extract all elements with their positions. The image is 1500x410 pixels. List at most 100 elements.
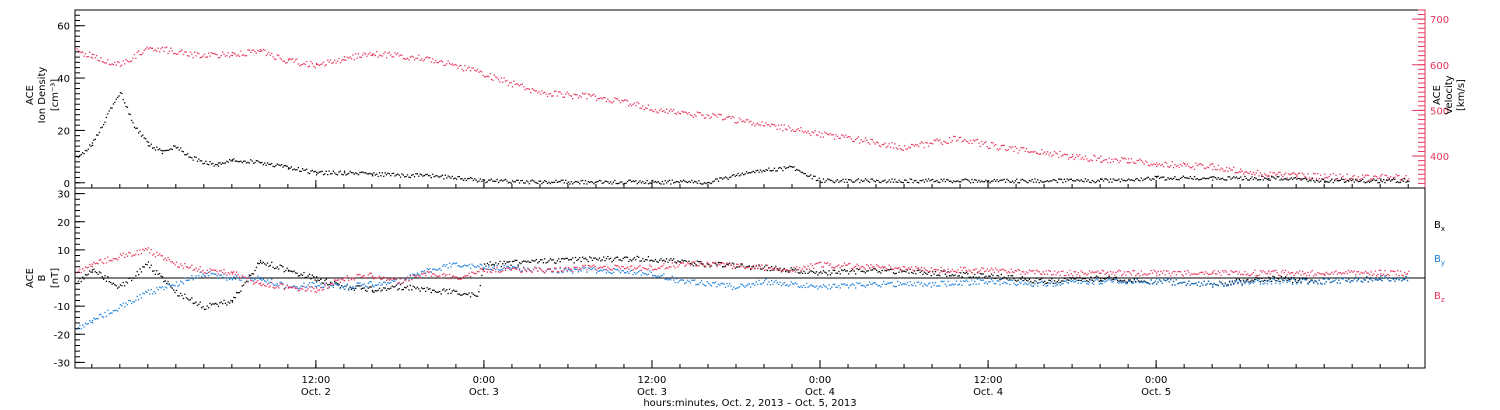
data-point-Bx xyxy=(1070,278,1072,280)
data-point-Bz xyxy=(297,290,299,292)
data-point-velocity xyxy=(233,52,235,54)
data-point-velocity xyxy=(1063,153,1065,155)
data-point-By xyxy=(846,284,848,286)
data-point-velocity xyxy=(663,110,665,112)
top-right-label-line1: ACE xyxy=(1432,85,1443,105)
data-point-velocity xyxy=(436,61,438,64)
data-point-Bx xyxy=(150,264,152,266)
data-point-Bz xyxy=(1317,271,1319,274)
data-point-By xyxy=(897,280,899,283)
data-point-Bz xyxy=(404,279,406,281)
data-point-velocity xyxy=(440,60,442,62)
data-point-density xyxy=(320,171,322,173)
data-point-velocity xyxy=(1203,167,1205,169)
data-point-Bz xyxy=(850,267,853,270)
data-point-Bx xyxy=(412,285,414,287)
data-point-By xyxy=(591,268,594,270)
data-point-Bz xyxy=(264,284,266,287)
data-point-Bz xyxy=(397,282,399,284)
data-point-velocity xyxy=(867,142,869,144)
data-point-density xyxy=(958,181,960,183)
data-point-density xyxy=(546,182,549,184)
data-point-velocity xyxy=(1002,144,1004,146)
data-point-density xyxy=(1327,181,1329,183)
data-point-Bz xyxy=(663,263,665,265)
data-point-Bx xyxy=(220,301,222,303)
data-point-density xyxy=(979,181,981,183)
data-point-By xyxy=(768,281,770,283)
data-point-Bz xyxy=(422,273,424,275)
data-point-Bz xyxy=(541,269,543,272)
data-point-density xyxy=(702,183,704,185)
data-point-density xyxy=(559,180,561,183)
data-point-Bz xyxy=(873,266,875,268)
data-point-density xyxy=(444,174,446,176)
data-point-Bz xyxy=(283,288,285,291)
data-point-Bz xyxy=(883,266,885,268)
data-point-Bx xyxy=(1278,278,1280,280)
data-point-velocity xyxy=(632,103,634,105)
data-point-density xyxy=(511,180,514,182)
data-point-velocity xyxy=(1165,162,1168,164)
bottom-left-tick-label: -10 xyxy=(54,302,70,313)
data-point-density xyxy=(443,178,445,180)
data-point-Bx xyxy=(518,262,521,264)
data-point-Bx xyxy=(747,265,749,268)
data-point-Bx xyxy=(1254,278,1256,281)
data-point-Bz xyxy=(524,269,526,271)
data-point-density xyxy=(635,180,637,182)
data-point-density xyxy=(857,178,860,180)
data-point-By xyxy=(1184,281,1186,283)
data-point-Bz xyxy=(878,266,881,268)
data-point-velocity xyxy=(1387,177,1389,179)
data-point-density xyxy=(761,171,763,173)
data-point-By xyxy=(1143,281,1145,283)
data-point-density xyxy=(1175,178,1177,181)
data-point-density xyxy=(215,163,217,166)
data-point-density xyxy=(772,169,774,172)
data-point-velocity xyxy=(1227,170,1229,172)
data-point-By xyxy=(911,284,913,286)
data-point-density xyxy=(1035,181,1037,183)
data-point-density xyxy=(538,180,540,182)
data-point-By xyxy=(1185,284,1187,287)
data-point-density xyxy=(217,165,220,167)
data-point-Bx xyxy=(478,291,480,293)
data-point-density xyxy=(464,177,466,180)
data-point-Bz xyxy=(255,281,257,283)
data-point-velocity xyxy=(638,102,640,105)
data-point-Bx xyxy=(458,293,460,295)
data-point-Bz xyxy=(437,275,439,277)
data-point-Bz xyxy=(388,279,390,281)
data-point-velocity xyxy=(549,92,551,95)
data-point-density xyxy=(589,181,591,184)
data-point-velocity xyxy=(1251,173,1253,176)
data-point-Bz xyxy=(334,279,336,281)
data-point-density xyxy=(1328,181,1330,183)
data-point-Bz xyxy=(511,267,514,269)
data-point-velocity xyxy=(975,139,977,141)
data-point-velocity xyxy=(734,122,736,124)
data-point-Bz xyxy=(1350,270,1353,272)
data-point-By xyxy=(1299,279,1301,281)
data-point-velocity xyxy=(964,138,966,141)
data-point-velocity xyxy=(1126,162,1128,164)
data-point-Bz xyxy=(1221,270,1224,272)
data-point-Bx xyxy=(981,273,983,275)
data-point-By xyxy=(350,287,353,289)
data-point-By xyxy=(1376,279,1378,281)
data-point-Bz xyxy=(811,265,813,267)
data-point-Bx xyxy=(434,291,437,293)
data-point-By xyxy=(986,283,988,285)
data-point-Bz xyxy=(377,277,379,279)
data-point-density xyxy=(765,169,767,171)
data-point-velocity xyxy=(779,128,781,130)
data-point-Bx xyxy=(443,288,445,290)
data-point-Bz xyxy=(674,267,676,269)
data-point-Bz xyxy=(885,268,888,270)
data-point-By xyxy=(898,284,900,286)
data-point-Bz xyxy=(1300,274,1302,276)
data-point-density xyxy=(614,179,616,182)
data-point-Bz xyxy=(593,264,595,266)
data-point-Bx xyxy=(163,280,165,283)
